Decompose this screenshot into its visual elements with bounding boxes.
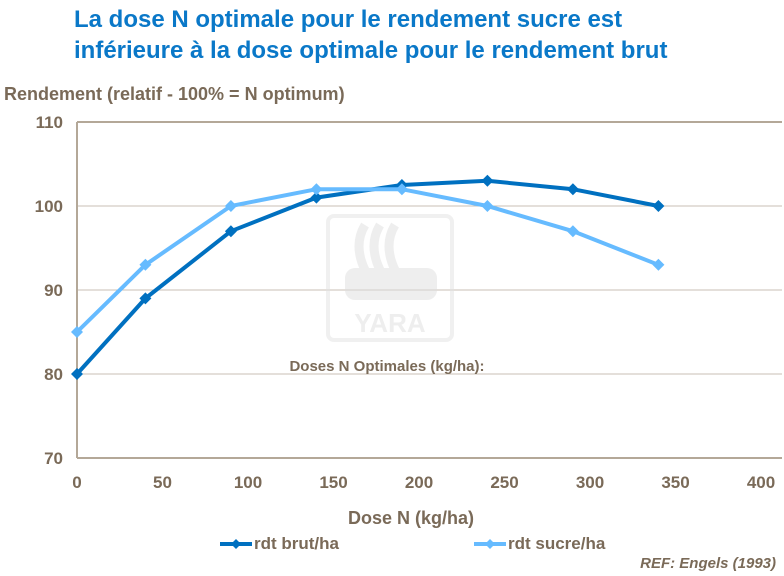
- data-point-1: [395, 183, 408, 196]
- x-tick-label: 200: [405, 473, 433, 492]
- x-tick-label: 0: [72, 473, 81, 492]
- legend-label-sucre: rdt sucre/ha: [508, 534, 606, 553]
- reference: REF: Engels (1993): [640, 555, 776, 572]
- data-point-1: [224, 200, 237, 212]
- data-point-0: [224, 225, 237, 238]
- legend-item-brut: rdt brut/ha: [218, 534, 339, 554]
- title-line-2: inférieure à la dose optimale pour le re…: [74, 37, 668, 64]
- x-tick-label: 100: [234, 473, 262, 492]
- data-point-0: [652, 200, 665, 212]
- x-tick-label: 300: [576, 473, 604, 492]
- y-tick-label: 100: [35, 197, 63, 216]
- data-point-0: [310, 191, 323, 204]
- data-point-1: [139, 258, 152, 271]
- data-point-1: [566, 225, 579, 238]
- x-axis-label: Dose N (kg/ha): [348, 508, 474, 528]
- data-point-0: [71, 368, 83, 380]
- title-line-1: La dose N optimale pour le rendement suc…: [74, 6, 623, 33]
- data-point-0: [139, 292, 152, 305]
- x-tick-label: 400: [747, 473, 775, 492]
- series-line-1: [75, 187, 660, 334]
- y-tick-label: 110: [36, 113, 63, 132]
- annotation: Doses N Optimales (kg/ha):: [289, 358, 484, 375]
- x-tick-label: 250: [490, 473, 518, 492]
- data-point-0: [481, 174, 494, 187]
- legend-marker-sucre: [474, 539, 506, 549]
- data-point-0: [566, 183, 579, 196]
- x-tick-label: 50: [153, 473, 172, 492]
- legend-label-brut: rdt brut/ha: [254, 534, 339, 553]
- data-point-1: [71, 326, 83, 338]
- chart-title: La dose N optimale pour le rendement suc…: [74, 4, 667, 66]
- legend-marker-brut: [220, 539, 252, 549]
- watermark-text: YARA: [354, 308, 426, 338]
- data-point-1: [310, 183, 323, 196]
- series-line-0: [75, 178, 659, 376]
- y-tick-label: 80: [44, 365, 63, 384]
- data-point-1: [652, 258, 665, 271]
- x-tick-label: 150: [319, 473, 347, 492]
- y-axis-label: Rendement (relatif - 100% = N optimum): [4, 84, 345, 104]
- y-tick-label: 70: [44, 449, 63, 468]
- data-point-1: [481, 200, 494, 212]
- y-tick-label: 90: [44, 281, 63, 300]
- watermark-logo: YARA: [326, 214, 454, 342]
- legend-item-sucre: rdt sucre/ha: [472, 534, 605, 554]
- x-tick-label: 350: [661, 473, 689, 492]
